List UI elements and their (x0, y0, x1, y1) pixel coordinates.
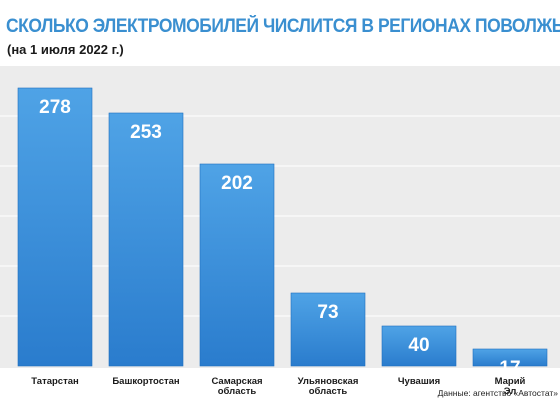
category-label: Ульяновская область (298, 376, 359, 397)
chart-title: СКОЛЬКО ЭЛЕКТРОМОБИЛЕЙ ЧИСЛИТСЯ В РЕГИОН… (6, 16, 560, 37)
chart-subtitle: (на 1 июля 2022 г.) (7, 42, 124, 57)
category-label: Марий Эл (495, 376, 526, 397)
bars (17, 87, 548, 367)
gridlines (0, 115, 560, 317)
data-label: 17 (499, 358, 520, 379)
category-labels: Татарстан Башкортостан Самарская область Уль… (31, 376, 525, 397)
category-label: Самарская область (211, 376, 262, 397)
bar (17, 87, 93, 367)
data-label: 202 (221, 173, 253, 194)
bar (199, 163, 275, 367)
value-labels: 278 253 202 73 40 17 (39, 97, 520, 379)
bar-chart: 278 253 202 73 40 17 Татарстан Башкортостан Сам… (0, 66, 560, 397)
data-label: 73 (317, 302, 338, 323)
bar (472, 348, 548, 367)
category-label: Татарстан (31, 376, 79, 387)
data-label: 40 (408, 335, 429, 356)
source-note: Данные: агентство «Автостат» (437, 388, 558, 398)
bar (381, 325, 457, 367)
category-label: Чувашия (398, 376, 440, 387)
category-label: Башкортостан (112, 376, 180, 387)
data-label: 278 (39, 97, 71, 118)
data-label: 253 (130, 122, 162, 143)
bar (290, 292, 366, 367)
bar (108, 112, 184, 367)
